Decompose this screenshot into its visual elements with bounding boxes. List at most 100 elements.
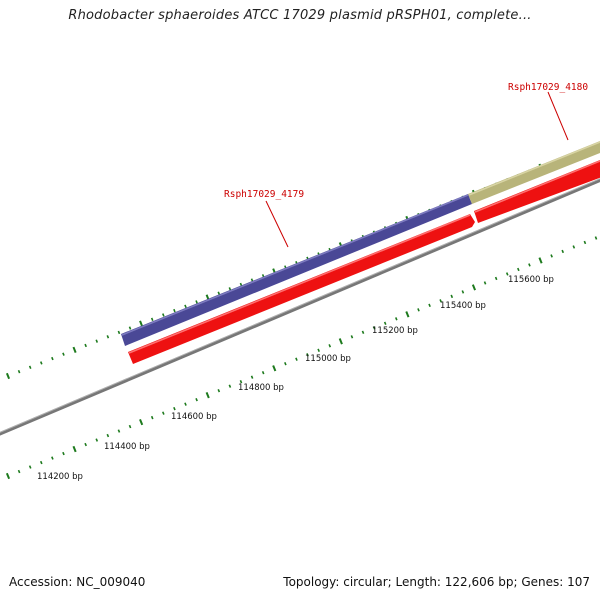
gene-bar-rsph17029-4179-highlight — [121, 194, 469, 336]
minor-tick — [350, 335, 354, 339]
minor-tick — [394, 317, 398, 321]
minor-tick — [594, 236, 598, 240]
minor-tick — [51, 456, 54, 460]
minor-tick — [228, 287, 232, 291]
minor-tick — [150, 317, 154, 322]
gene-label-rsph17029-4180[interactable]: Rsph17029_4180 — [508, 82, 588, 93]
minor-tick — [494, 276, 498, 281]
minor-tick — [428, 303, 431, 308]
cds-arrow-rsph17029-4179-highlight — [128, 214, 471, 354]
minor-tick — [228, 384, 232, 388]
minor-tick — [17, 369, 21, 374]
major-tick — [139, 418, 144, 426]
minor-tick — [162, 411, 165, 415]
minor-tick — [162, 313, 165, 317]
minor-tick — [95, 339, 99, 343]
minor-tick — [295, 357, 298, 361]
minor-tick — [328, 344, 332, 348]
minor-tick — [528, 263, 531, 267]
scale-label: 115000 bp — [305, 354, 351, 364]
minor-tick — [195, 397, 198, 402]
minor-tick — [461, 290, 465, 294]
minor-tick — [39, 460, 43, 465]
minor-tick — [361, 330, 365, 334]
minor-tick — [106, 335, 110, 339]
minor-tick — [128, 424, 132, 429]
major-tick — [272, 365, 277, 372]
sequence-backbone — [0, 178, 600, 436]
cds-bar-rsph17029-4180[interactable] — [474, 156, 600, 223]
minor-tick — [239, 282, 243, 287]
major-tick — [538, 257, 543, 264]
minor-tick — [583, 240, 587, 245]
minor-tick — [239, 380, 243, 384]
minor-tick — [561, 249, 565, 254]
minor-tick — [184, 402, 187, 406]
minor-tick — [550, 254, 553, 258]
minor-tick — [439, 299, 442, 303]
minor-tick — [417, 308, 420, 312]
minor-tick — [84, 442, 87, 447]
minor-tick — [84, 343, 87, 348]
minor-tick — [284, 362, 287, 366]
minor-tick — [572, 245, 576, 249]
major-tick — [72, 445, 77, 453]
minor-tick — [483, 281, 487, 285]
scale-label: 115200 bp — [372, 326, 418, 336]
scale-label: 114800 bp — [238, 383, 284, 393]
gene-label-leader-4180 — [547, 91, 569, 141]
scale-label: 114600 bp — [171, 412, 217, 422]
scale-label: 114200 bp — [37, 472, 83, 482]
scale-labels: 114200 bp 114400 bp 114600 bp 114800 bp … — [37, 275, 554, 482]
major-tick — [139, 320, 144, 327]
minor-tick — [39, 361, 43, 365]
minor-tick — [150, 415, 154, 420]
gene-bar-rsph17029-4180[interactable] — [468, 137, 600, 204]
minor-tick — [173, 308, 176, 313]
minor-tick — [51, 356, 54, 361]
minor-tick — [505, 272, 509, 276]
minor-tick — [306, 353, 309, 357]
major-tick — [471, 284, 477, 291]
accession-text: Accession: NC_009040 — [9, 575, 146, 589]
inner-tick-ring — [5, 236, 598, 480]
major-tick — [5, 472, 11, 480]
major-tick — [338, 338, 343, 345]
gene-label-leader-4179 — [265, 200, 289, 248]
cds-arrow-rsph17029-4179[interactable] — [128, 214, 475, 364]
gene-label-rsph17029-4179[interactable]: Rsph17029_4179 — [224, 189, 304, 200]
minor-tick — [28, 465, 32, 469]
minor-tick — [317, 348, 320, 352]
scale-label: 115600 bp — [508, 275, 554, 285]
major-tick — [405, 311, 410, 318]
map-title: Rhodobacter sphaeroides ATCC 17029 plasm… — [68, 8, 532, 23]
minor-tick — [450, 294, 454, 299]
minor-tick — [217, 291, 221, 295]
sequence-backbone-highlight — [0, 178, 600, 433]
minor-tick — [383, 321, 387, 326]
minor-tick — [217, 388, 221, 393]
minor-tick — [195, 300, 198, 304]
major-tick — [5, 372, 11, 380]
minor-tick — [117, 429, 121, 433]
scale-label: 114400 bp — [104, 442, 150, 452]
minor-tick — [184, 304, 187, 308]
minor-tick — [517, 267, 520, 272]
minor-tick — [106, 433, 110, 438]
minor-tick — [62, 352, 65, 356]
genome-summary-text: Topology: circular; Length: 122,606 bp; … — [283, 575, 590, 589]
minor-tick — [372, 326, 376, 330]
minor-tick — [250, 375, 254, 379]
gene-bar-rsph17029-4179[interactable] — [121, 194, 472, 346]
minor-tick — [173, 406, 176, 411]
minor-tick — [62, 451, 65, 456]
gene-bar-rsph17029-4180-highlight — [468, 141, 600, 196]
minor-tick — [28, 365, 32, 369]
cds-bar-rsph17029-4180-highlight — [474, 160, 600, 213]
minor-tick — [128, 326, 132, 330]
major-tick — [205, 392, 210, 399]
scale-label: 115400 bp — [440, 301, 486, 311]
minor-tick — [261, 371, 265, 375]
major-tick — [72, 346, 77, 354]
